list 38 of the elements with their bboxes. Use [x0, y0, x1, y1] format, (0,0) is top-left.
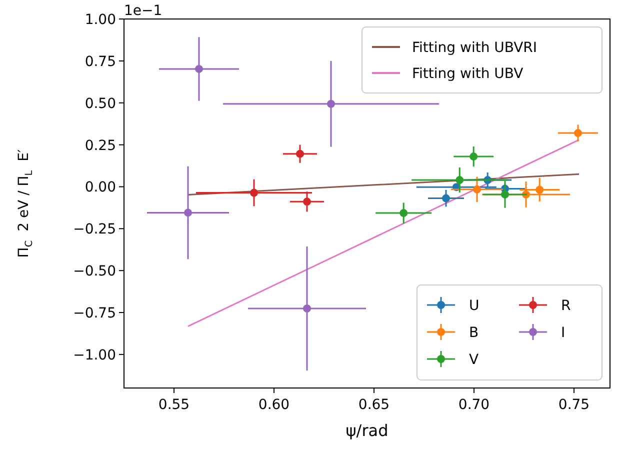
point [303, 198, 311, 206]
point [250, 188, 258, 197]
point [574, 129, 582, 138]
point [501, 190, 509, 198]
point [400, 209, 408, 218]
x-tick-label: 0.70 [458, 397, 490, 413]
point [303, 304, 311, 312]
point [470, 152, 478, 161]
legend-label: R [561, 298, 571, 314]
x-tick-label: 0.65 [358, 397, 390, 413]
legend-label: U [469, 298, 480, 314]
x-tick-label: 0.55 [158, 397, 190, 413]
x-tick-label: 0.60 [258, 397, 290, 413]
y-tick-label: −0.50 [73, 264, 116, 280]
annotation: 1e−1 [124, 3, 162, 19]
x-tick-label: 0.75 [558, 397, 590, 413]
legend-label: Fitting with UBVRI [412, 40, 538, 56]
point [195, 64, 203, 73]
y-tick-label: −1.00 [73, 347, 116, 364]
legend-label: I [561, 325, 566, 341]
point [456, 176, 464, 184]
point [327, 100, 335, 108]
legend-label: V [469, 352, 479, 368]
y-tick-label: 0.25 [84, 138, 116, 154]
y-tick-label: 0.00 [84, 180, 116, 196]
point [536, 186, 544, 194]
legend-label: Fitting with UBV [412, 66, 524, 82]
point [442, 194, 450, 202]
point [184, 208, 192, 217]
y-tick-label: 0.75 [84, 54, 116, 70]
y-tick-label: 1.00 [84, 12, 116, 28]
legend-label: B [469, 325, 479, 341]
y-tick-label: −0.25 [73, 222, 116, 238]
y-tick-label: 0.50 [84, 96, 116, 112]
x-axis-title: ψ/rad [346, 421, 388, 440]
point [473, 185, 481, 194]
y-tick-label: −0.75 [73, 306, 116, 322]
point [296, 150, 304, 158]
